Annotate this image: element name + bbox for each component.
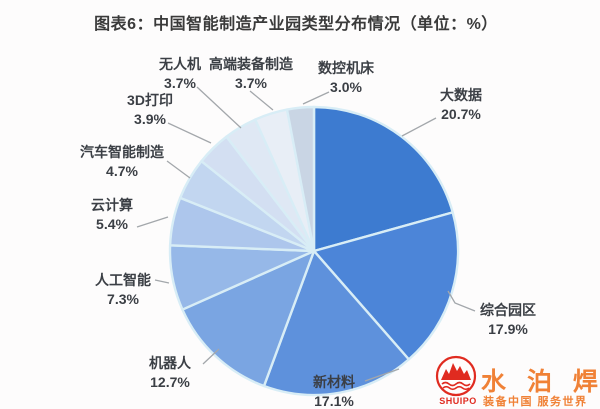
pie-label-category: 云计算 — [91, 197, 133, 213]
leader-line-11 — [302, 91, 330, 105]
pie-label-value: 3.0% — [330, 79, 362, 95]
pie-slice-1 — [312, 105, 454, 253]
pie-label: 3D打印 3.9% — [127, 91, 173, 129]
pie-label-category: 大数据 — [440, 87, 482, 103]
pie-label-value: 20.7% — [441, 106, 481, 122]
pie-label-category: 3D打印 — [127, 92, 173, 108]
pie-label: 人工智能 7.3% — [95, 271, 151, 309]
pie-label-value: 12.7% — [150, 374, 190, 390]
pie-label-category: 数控机床 — [318, 60, 374, 76]
leader-line-7 — [166, 160, 191, 179]
watermark-brand-name: 水 泊 焊 割 — [481, 368, 600, 396]
leader-line-6 — [136, 216, 169, 228]
pie-label-value: 3.7% — [235, 75, 267, 91]
brand-watermark: SHUIPO 水 泊 焊 割 装备中国 服务世界 — [433, 354, 600, 409]
leader-line-10 — [249, 90, 274, 111]
pie-slice-3 — [262, 249, 411, 397]
pie-label-category: 综合园区 — [480, 302, 536, 318]
pie-label-category: 机器人 — [149, 355, 191, 371]
pie-label: 大数据 20.7% — [440, 86, 482, 124]
pie-label-value: 3.7% — [164, 75, 196, 91]
leader-line-5 — [154, 279, 170, 284]
pie-label: 云计算 5.4% — [91, 196, 133, 234]
pie-label: 高端装备制造 3.7% — [209, 55, 293, 93]
leader-line-1 — [401, 117, 437, 137]
leader-line-2 — [447, 290, 476, 312]
pie-label-value: 17.1% — [314, 393, 354, 409]
pie-label-category: 新材料 — [313, 374, 355, 390]
chart-title: 图表6：中国智能制造产业园类型分布情况（单位：%） — [94, 16, 498, 33]
pie-label: 数控机床 3.0% — [318, 59, 374, 97]
pie-label-value: 3.9% — [134, 111, 166, 127]
leader-line-8 — [167, 122, 212, 144]
pie-label-value: 5.4% — [96, 216, 128, 232]
pie-label: 综合园区 17.9% — [480, 301, 536, 339]
shuipo-logo-icon — [435, 355, 477, 397]
leader-line-3 — [364, 368, 400, 382]
pie-label: 汽车智能制造 4.7% — [80, 143, 164, 181]
pie-label-category: 汽车智能制造 — [80, 144, 164, 160]
leader-line-4 — [202, 348, 220, 365]
pie-label-value: 17.9% — [488, 321, 528, 337]
pie-label: 无人机 3.7% — [159, 55, 201, 93]
pie-label-category: 人工智能 — [95, 272, 151, 288]
shuipo-logo-text: SHUIPO — [439, 396, 477, 406]
pie-slice-2 — [312, 211, 460, 361]
pie-slice-11 — [285, 105, 316, 253]
pie-label-category: 高端装备制造 — [209, 56, 293, 72]
leader-line-9 — [196, 86, 242, 129]
pie-label-value: 7.3% — [107, 291, 139, 307]
watermark-tagline: 装备中国 服务世界 — [483, 396, 588, 408]
pie-label: 机器人 12.7% — [149, 354, 191, 392]
pie-label-value: 4.7% — [106, 163, 138, 179]
pie-label-category: 无人机 — [159, 56, 201, 72]
pie-label: 新材料 17.1% — [313, 373, 355, 409]
